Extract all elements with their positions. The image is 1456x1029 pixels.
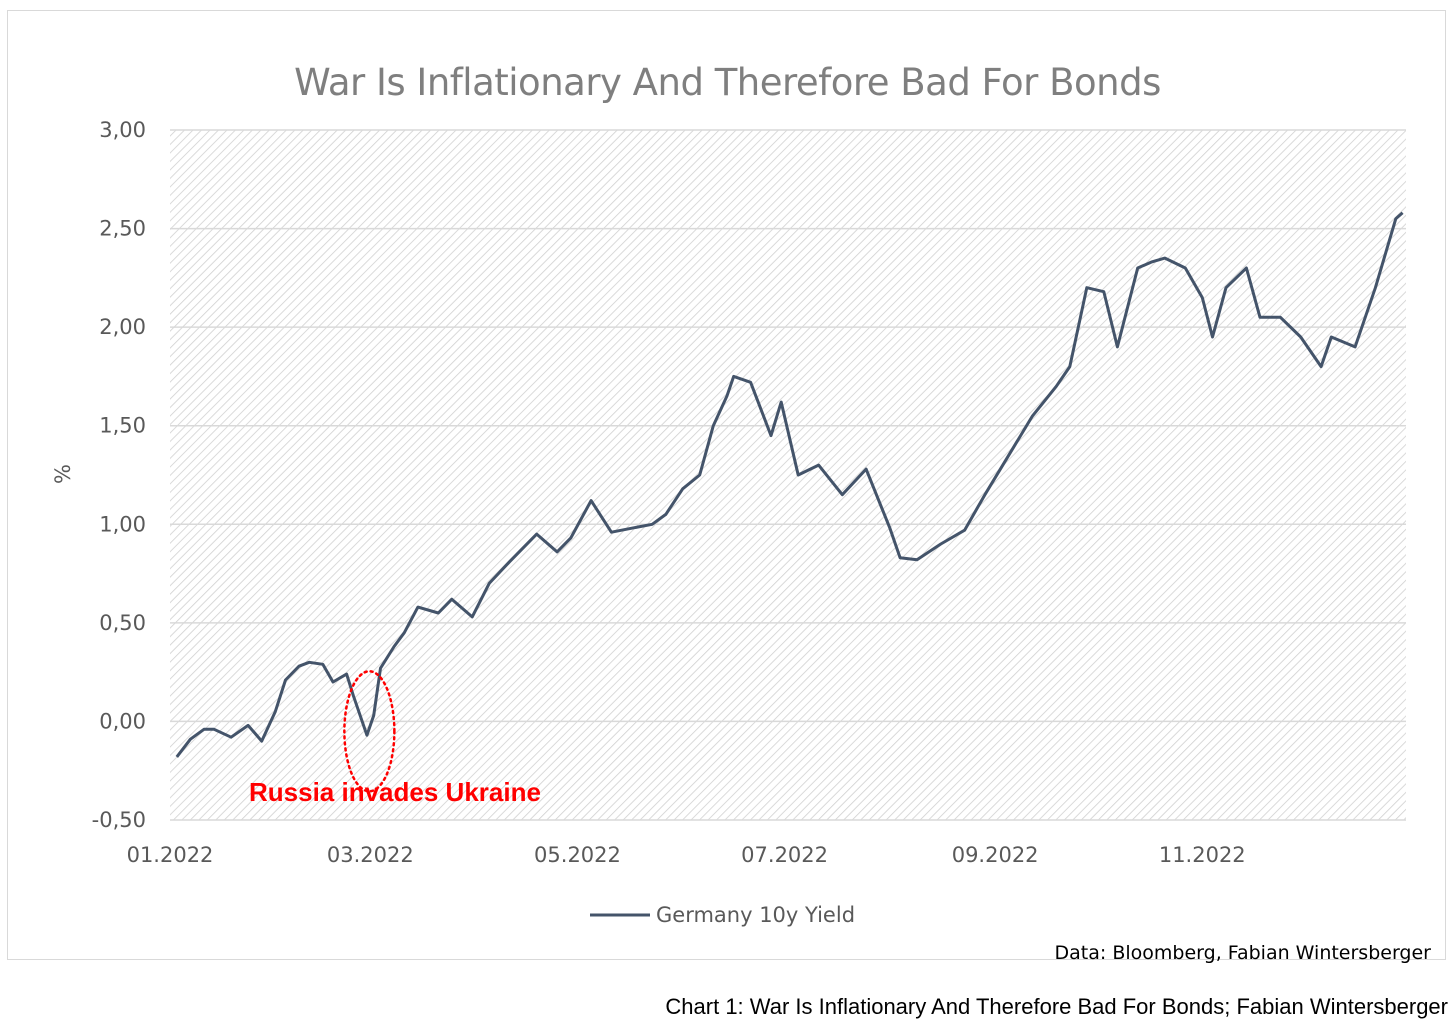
x-tick-label: 05.2022 — [534, 843, 621, 867]
annotation-label: Russia invades Ukraine — [249, 777, 541, 807]
x-tick-label: 01.2022 — [127, 843, 214, 867]
legend-label: Germany 10y Yield — [656, 903, 855, 927]
annotation-ellipse — [343, 670, 396, 793]
source-note: Data: Bloomberg, Fabian Wintersberger — [1054, 942, 1431, 964]
y-tick-label: 0,50 — [99, 611, 146, 635]
x-tick-label: 09.2022 — [952, 843, 1039, 867]
plot-area — [170, 130, 1406, 820]
series-line-germany-10y-yield — [175, 211, 1404, 758]
chart-title: War Is Inflationary And Therefore Bad Fo… — [294, 61, 1161, 104]
x-tick-label: 07.2022 — [741, 843, 828, 867]
y-axis-label: % — [51, 464, 75, 484]
y-tick-label: 1,00 — [99, 512, 146, 536]
y-tick-label: 3,00 — [99, 118, 146, 142]
figure-caption: Chart 1: War Is Inflationary And Therefo… — [665, 994, 1448, 1019]
y-tick-label: -0,50 — [92, 808, 146, 832]
x-tick-label: 11.2022 — [1159, 843, 1246, 867]
x-tick-label: 03.2022 — [327, 843, 414, 867]
y-tick-label: 2,50 — [99, 217, 146, 241]
y-tick-label: 0,00 — [99, 709, 146, 733]
y-tick-label: 1,50 — [99, 414, 146, 438]
y-tick-label: 2,00 — [99, 315, 146, 339]
